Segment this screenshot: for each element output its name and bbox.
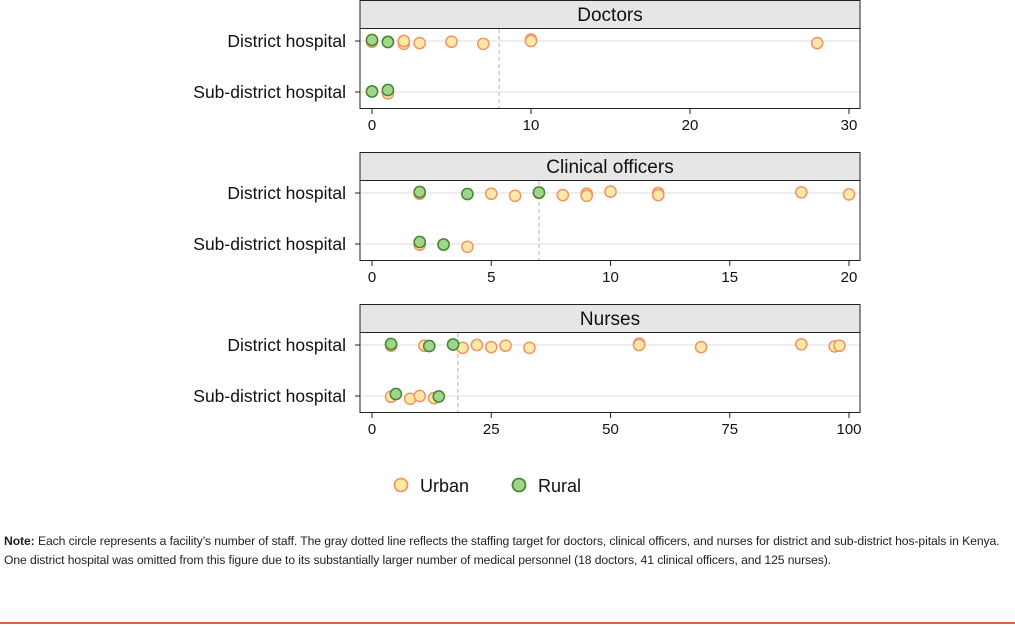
panel-header [359,152,861,181]
point-urban [461,240,474,254]
point-rural [381,83,395,97]
point-rural [389,387,403,401]
point-rural [432,390,446,403]
figure-note: Note: Each circle represents a facility’… [4,532,1012,570]
x-tick-label: 100 [836,421,861,438]
point-urban [632,338,646,352]
point-urban [580,189,594,203]
point-urban [413,36,427,50]
point-urban [523,341,536,355]
point-urban [499,339,512,353]
point-urban [842,188,856,201]
point-rural [365,33,379,47]
point-urban [794,337,808,351]
point-urban [397,34,411,48]
point-urban [604,185,617,198]
legend-marker-urban [393,477,409,493]
category-label: District hospital [227,183,346,203]
x-tick-label: 50 [602,421,619,438]
x-tick-label: 0 [368,269,376,286]
point-urban [508,189,522,203]
point-rural [381,35,395,49]
point-rural [446,338,460,351]
panel-header [359,0,861,29]
legend-label-rural: Rural [538,476,581,496]
point-rural [422,339,436,353]
category-label: Sub-district hospital [193,234,346,254]
panel-doctors: Doctors District hospital Sub-district hos… [193,0,861,134]
x-tick-label: 20 [682,117,699,134]
point-urban [556,188,570,202]
point-rural [413,235,427,249]
x-tick-label: 20 [841,269,858,286]
point-urban [484,340,498,354]
point-urban [476,37,490,51]
x-tick-label: 25 [483,421,500,438]
bottom-rule [0,622,1015,624]
point-urban [651,188,665,202]
x-tick-label: 10 [523,117,540,134]
x-tick-label: 0 [368,117,376,134]
point-urban [524,34,538,48]
chart-svg: Doctors District hospital Sub-district hos… [193,0,862,496]
x-tick-label: 5 [487,269,495,286]
panel-header [359,304,861,333]
panel-title: Nurses [580,309,640,330]
plot-area [359,28,861,109]
legend: Urban Rural [393,476,581,496]
category-label: Sub-district hospital [193,82,346,102]
point-rural [384,337,398,351]
point-rural [413,185,427,199]
x-tick-label: 15 [721,269,738,286]
category-label: District hospital [227,31,346,51]
point-urban [794,185,808,199]
point-urban [413,389,427,403]
x-tick-label: 75 [721,421,738,438]
note-label: Note: [4,534,35,548]
panel-nurses: Nurses District hospital Sub-district hosp… [193,304,862,438]
panel-title: Doctors [577,5,642,26]
dot-plot-figure: Doctors District hospital Sub-district hos… [193,0,862,496]
point-urban [470,338,484,352]
panel-title: Clinical officers [546,157,673,178]
category-label: Sub-district hospital [193,386,346,406]
point-rural [365,85,379,98]
legend-marker-rural [511,477,527,493]
category-label: District hospital [227,335,346,355]
point-rural [532,186,546,199]
note-text: Each circle represents a facility’s numb… [4,534,1000,567]
point-urban [833,339,846,353]
point-rural [437,238,450,251]
panel-clinical-officers: Clinical officers District hospital Sub-di… [193,152,861,286]
point-urban [484,187,498,201]
point-urban [694,340,708,354]
point-rural [461,187,474,201]
legend-label-urban: Urban [420,476,469,496]
x-tick-label: 10 [602,269,619,286]
point-urban [810,36,824,50]
point-urban [445,35,458,49]
x-tick-label: 30 [841,117,858,134]
x-tick-label: 0 [368,421,376,438]
